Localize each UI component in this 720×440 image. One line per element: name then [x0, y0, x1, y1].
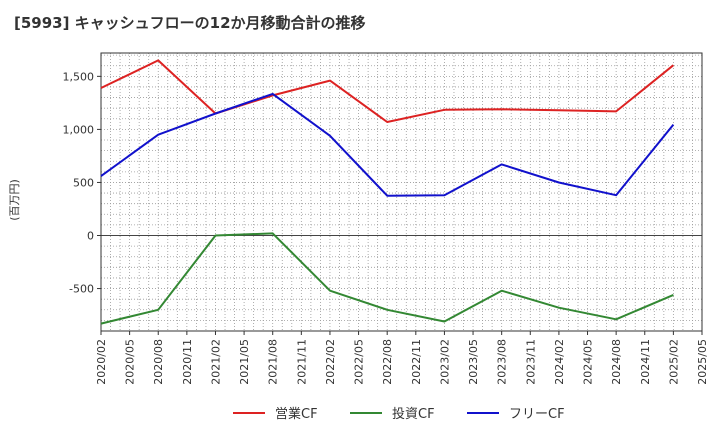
legend-label: フリーCF	[509, 407, 565, 422]
x-tick-label: 2023/08	[496, 339, 509, 385]
y-tick-label: 1,000	[63, 123, 95, 136]
x-tick-label: 2021/11	[295, 339, 308, 385]
x-tick-label: 2024/11	[639, 339, 652, 385]
axes	[100, 52, 703, 332]
x-tick-label: 2020/05	[124, 339, 137, 385]
x-tick-label: 2023/02	[438, 339, 451, 385]
x-tick-label: 2023/11	[524, 339, 537, 385]
x-tick-label: 2024/08	[610, 339, 623, 385]
x-tick-label: 2022/02	[324, 339, 337, 385]
x-tick-label: 2022/05	[353, 339, 366, 385]
x-tick-label: 2025/05	[696, 339, 709, 385]
x-tick-label: 2023/05	[467, 339, 480, 385]
x-tick-label: 2022/11	[410, 339, 423, 385]
series-lines	[100, 59, 675, 325]
x-tick-label: 2025/02	[667, 339, 680, 385]
chart-title: [5993] キャッシュフローの12か月移動合計の推移	[14, 14, 366, 32]
y-tick-label: 1,500	[63, 70, 95, 83]
plot-frame	[100, 52, 703, 332]
x-tick-label: 2024/05	[582, 339, 595, 385]
y-tick-labels: -500 0 500 1,000 1,500	[63, 70, 101, 296]
y-tick-label: -500	[69, 283, 94, 296]
x-tick-label: 2021/02	[209, 339, 222, 385]
x-tick-label: 2024/02	[553, 339, 566, 385]
series-line	[100, 59, 675, 123]
x-tick-label: 2021/08	[267, 339, 280, 385]
x-tick-labels: 2020/02 2020/05 2020/08 2020/11 2021/02 2021/…	[95, 331, 709, 385]
x-tick-label: 2022/08	[381, 339, 394, 385]
y-axis-label: (百万円)	[8, 179, 21, 221]
x-tick-label: 2020/11	[181, 339, 194, 385]
x-tick-label: 2021/05	[238, 339, 251, 385]
x-tick-label: 2020/08	[152, 339, 165, 385]
y-tick-label: 500	[73, 176, 94, 189]
grid-lines	[101, 53, 702, 331]
x-tick-label: 2020/02	[95, 339, 108, 385]
y-tick-label: 0	[87, 230, 94, 243]
legend-label: 投資CF	[392, 406, 435, 422]
series-line	[100, 92, 675, 197]
legend-label: 営業CF	[275, 406, 318, 422]
legend: 営業CF 投資CF フリーCF	[233, 406, 565, 422]
series-line	[100, 232, 674, 325]
